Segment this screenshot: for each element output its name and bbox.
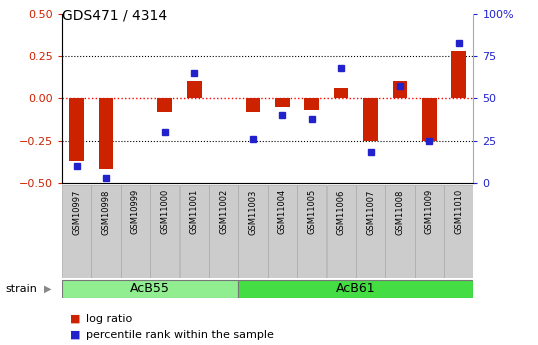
Text: AcB55: AcB55 <box>130 283 170 295</box>
Bar <box>187 81 202 98</box>
Text: AcB61: AcB61 <box>336 283 376 295</box>
FancyBboxPatch shape <box>238 185 267 278</box>
FancyBboxPatch shape <box>180 185 209 278</box>
FancyBboxPatch shape <box>238 280 473 298</box>
FancyBboxPatch shape <box>385 185 415 278</box>
FancyBboxPatch shape <box>150 185 179 278</box>
Bar <box>69 98 84 161</box>
Bar <box>98 98 114 169</box>
Text: GSM11003: GSM11003 <box>249 189 258 235</box>
Text: GSM11007: GSM11007 <box>366 189 375 235</box>
Text: GDS471 / 4314: GDS471 / 4314 <box>62 9 167 23</box>
Bar <box>158 98 172 112</box>
Text: GSM11006: GSM11006 <box>337 189 345 235</box>
FancyBboxPatch shape <box>121 185 150 278</box>
FancyBboxPatch shape <box>91 185 121 278</box>
Text: GSM11002: GSM11002 <box>219 189 228 235</box>
Text: GSM10998: GSM10998 <box>102 189 110 235</box>
FancyBboxPatch shape <box>268 185 297 278</box>
FancyBboxPatch shape <box>297 185 327 278</box>
Text: log ratio: log ratio <box>86 314 132 324</box>
FancyBboxPatch shape <box>356 185 385 278</box>
Bar <box>422 98 437 141</box>
Text: strain: strain <box>5 284 37 294</box>
Text: ▶: ▶ <box>44 284 52 294</box>
Text: GSM11001: GSM11001 <box>190 189 199 235</box>
Text: ■: ■ <box>70 330 81 339</box>
Text: GSM11010: GSM11010 <box>454 189 463 235</box>
FancyBboxPatch shape <box>62 185 91 278</box>
Text: percentile rank within the sample: percentile rank within the sample <box>86 330 274 339</box>
Text: GSM10999: GSM10999 <box>131 189 140 235</box>
Bar <box>305 98 319 110</box>
Bar <box>246 98 260 112</box>
Text: GSM11008: GSM11008 <box>395 189 405 235</box>
FancyBboxPatch shape <box>415 185 444 278</box>
Text: ■: ■ <box>70 314 81 324</box>
Bar <box>451 51 466 98</box>
Bar <box>275 98 289 107</box>
Text: GSM11004: GSM11004 <box>278 189 287 235</box>
Text: GSM11000: GSM11000 <box>160 189 169 235</box>
Text: GSM11005: GSM11005 <box>307 189 316 235</box>
FancyBboxPatch shape <box>327 185 356 278</box>
FancyBboxPatch shape <box>62 280 238 298</box>
Bar <box>363 98 378 141</box>
Bar <box>334 88 349 98</box>
Text: GSM11009: GSM11009 <box>425 189 434 235</box>
FancyBboxPatch shape <box>444 185 473 278</box>
Text: GSM10997: GSM10997 <box>72 189 81 235</box>
Bar <box>393 81 407 98</box>
FancyBboxPatch shape <box>209 185 238 278</box>
